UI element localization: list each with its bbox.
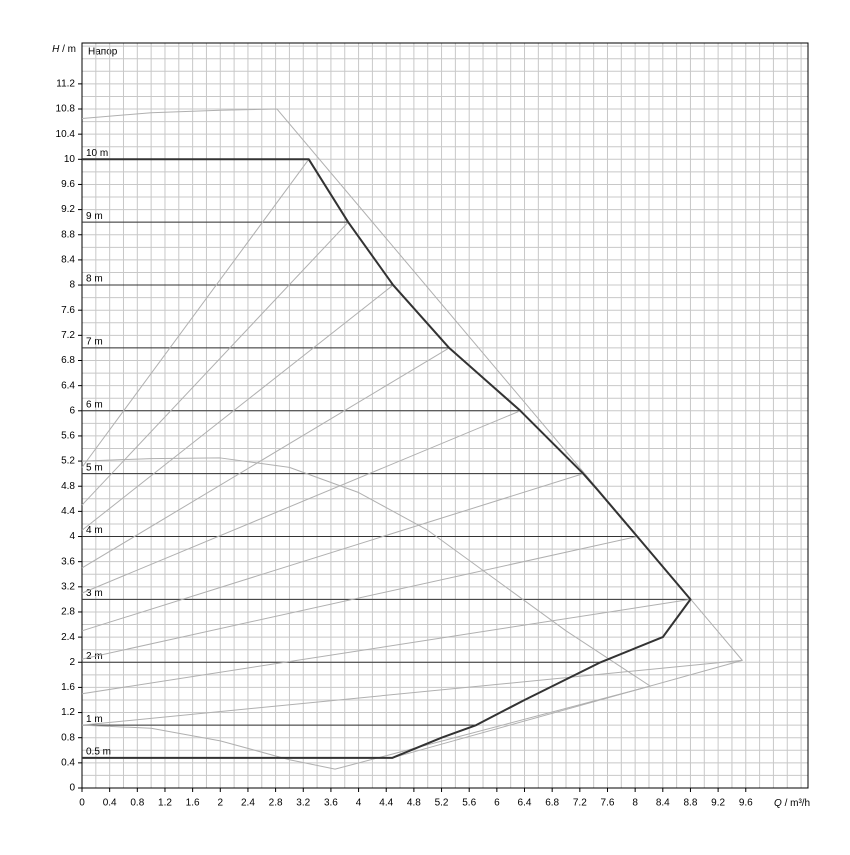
curve: [81, 473, 584, 632]
head-line-label: 4 m: [86, 525, 103, 536]
x-tick-label: 5.2: [435, 798, 449, 809]
y-tick-label: 1.6: [61, 682, 75, 693]
curve: [82, 158, 692, 759]
x-tick-label: 2.8: [269, 798, 283, 809]
y-axis-unit: / m: [62, 44, 76, 55]
y-tick-label: 5.6: [61, 431, 75, 442]
y-tick-label: 4: [69, 531, 75, 542]
x-tick-label: 4.8: [407, 798, 421, 809]
y-tick-label: 3.6: [61, 556, 75, 567]
x-tick-label: 0.4: [103, 798, 117, 809]
curve: [81, 598, 691, 695]
y-tick-label: 3.2: [61, 581, 75, 592]
y-tick-label: 0.4: [61, 757, 75, 768]
x-tick-label: 0: [79, 798, 85, 809]
x-tick-label: 2.4: [241, 798, 255, 809]
chart-title: Напор: [88, 47, 118, 58]
y-tick-label: 9.2: [61, 204, 75, 215]
curve: [81, 108, 743, 759]
head-line-label: 10 m: [86, 148, 108, 159]
curve: [81, 159, 310, 468]
y-tick-label: 8.8: [61, 229, 75, 240]
y-tick-label: 10.8: [56, 104, 76, 115]
x-tick-label: 7.6: [601, 798, 615, 809]
y-tick-label: 6.8: [61, 355, 75, 366]
x-tick-label: 6.4: [518, 798, 532, 809]
curve: [81, 221, 349, 506]
y-tick-label: 2.4: [61, 632, 75, 643]
x-tick-label: 3.6: [324, 798, 338, 809]
y-tick-label: 2: [69, 657, 75, 668]
curve: [81, 536, 638, 660]
y-tick-label: 8: [69, 280, 75, 291]
curve: [81, 685, 651, 770]
y-axis-label: H / m: [52, 44, 76, 55]
head-line-label: 0.5 m: [86, 746, 111, 757]
head-line-label: 9 m: [86, 211, 103, 222]
y-tick-label: 4.8: [61, 481, 75, 492]
head-line-label: 5 m: [86, 462, 103, 473]
curve: [81, 659, 743, 726]
curve: [81, 457, 651, 687]
x-tick-label: 3.2: [296, 798, 310, 809]
x-tick-label: 8: [632, 798, 638, 809]
x-axis-symbol: Q: [774, 798, 782, 809]
x-tick-label: 4.4: [379, 798, 393, 809]
head-line-label: 6 m: [86, 399, 103, 410]
curve: [81, 347, 450, 569]
x-tick-label: 7.2: [573, 798, 587, 809]
x-tick-label: 1.6: [186, 798, 200, 809]
x-tick-label: 1.2: [158, 798, 172, 809]
y-tick-label: 10.4: [56, 129, 76, 140]
y-tick-label: 7.2: [61, 330, 75, 341]
x-tick-label: 5.6: [462, 798, 476, 809]
x-tick-label: 0.8: [130, 798, 144, 809]
x-tick-label: 9.6: [739, 798, 753, 809]
x-axis-unit: / m³/h: [785, 798, 811, 809]
y-tick-label: 9.6: [61, 179, 75, 190]
y-tick-label: 4.4: [61, 506, 75, 517]
y-tick-label: 10: [64, 154, 76, 165]
x-tick-label: 4: [356, 798, 362, 809]
x-axis-label: Q / m³/h: [774, 798, 810, 809]
y-tick-label: 11.2: [56, 79, 75, 90]
y-tick-label: 0.8: [61, 732, 75, 743]
x-tick-label: 6: [494, 798, 500, 809]
y-tick-label: 2.8: [61, 607, 75, 618]
plot-frame: [81, 42, 809, 789]
y-tick-label: 1.2: [61, 707, 75, 718]
curve: [81, 284, 394, 531]
x-tick-label: 9.2: [711, 798, 725, 809]
head-line-label: 1 m: [86, 714, 103, 725]
curve: [81, 410, 521, 594]
x-tick-label: 6.8: [545, 798, 559, 809]
y-tick-label: 6.4: [61, 380, 75, 391]
head-line-label: 8 m: [86, 274, 103, 285]
x-tick-label: 8.4: [656, 798, 670, 809]
y-tick-label: 5.2: [61, 456, 75, 467]
y-tick-label: 0: [69, 783, 75, 794]
x-tick-label: 2: [218, 798, 224, 809]
head-line-label: 3 m: [86, 588, 103, 599]
x-tick-label: 8.8: [684, 798, 698, 809]
y-tick-label: 6: [69, 405, 75, 416]
head-line-label: 7 m: [86, 337, 103, 348]
y-tick-label: 8.4: [61, 255, 75, 266]
y-tick-label: 7.6: [61, 305, 75, 316]
y-axis-symbol: H: [52, 44, 60, 55]
